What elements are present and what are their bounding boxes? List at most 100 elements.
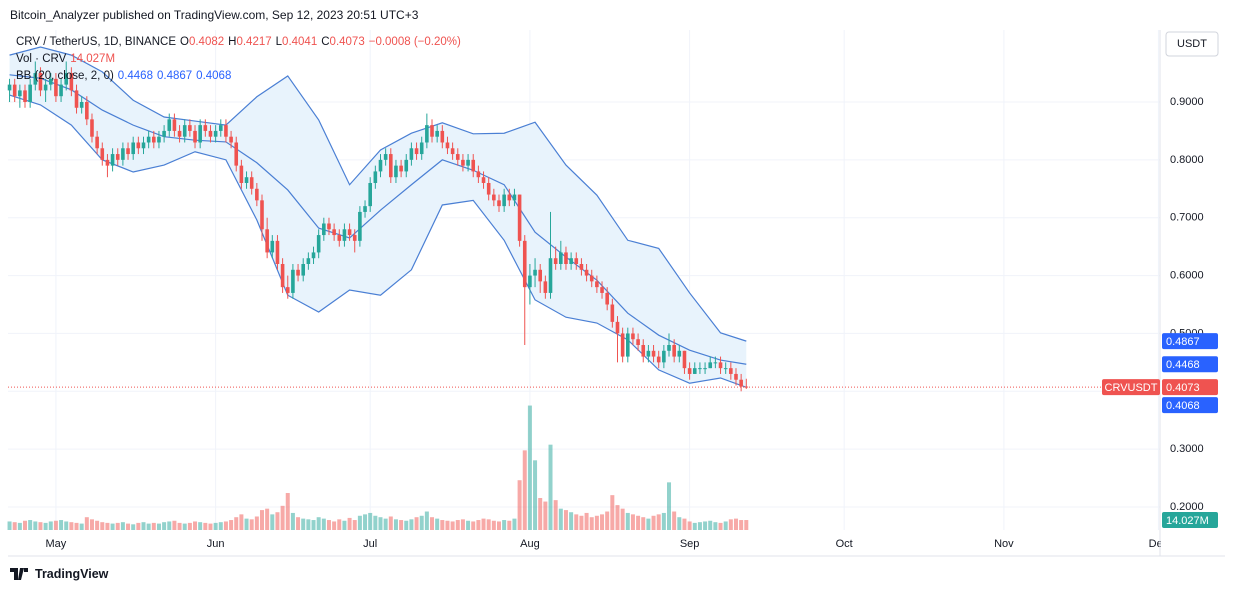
candle-body xyxy=(404,159,409,172)
candle-body xyxy=(126,148,130,155)
x-tick-label: Dec xyxy=(1149,538,1169,550)
volume-bar xyxy=(393,519,398,530)
volume-bar xyxy=(718,522,723,530)
volume-bar xyxy=(141,522,146,530)
candle-body xyxy=(646,350,651,357)
volume-bar xyxy=(615,505,620,530)
volume-bar xyxy=(594,515,599,530)
candle-body xyxy=(23,90,27,102)
volume-bar xyxy=(74,522,79,530)
volume-bar xyxy=(38,522,43,530)
y-tick-label: 0.3000 xyxy=(1170,443,1204,455)
volume-bar xyxy=(17,522,22,530)
candle-body xyxy=(234,142,239,166)
candle-body xyxy=(260,200,264,230)
volume-bar xyxy=(502,520,507,530)
volume-bar xyxy=(187,522,192,530)
currency-box[interactable] xyxy=(1165,31,1219,57)
candle-body xyxy=(172,119,177,131)
volume-bar xyxy=(223,521,228,530)
volume-bar xyxy=(198,522,203,530)
volume-bar xyxy=(548,444,553,530)
candle-body xyxy=(301,264,306,276)
volume-bar xyxy=(646,518,651,530)
volume-bar xyxy=(630,514,635,530)
candle-body xyxy=(559,252,563,265)
volume-bar xyxy=(605,511,610,530)
candle-body xyxy=(64,73,69,85)
candle-body xyxy=(105,159,110,166)
volume-bar xyxy=(569,512,574,530)
volume-bar xyxy=(641,517,646,530)
candle-body xyxy=(337,235,342,241)
candle-body xyxy=(177,130,182,137)
h-value: 0.4217 xyxy=(236,36,272,48)
candle-body xyxy=(358,211,362,241)
candle-body xyxy=(625,333,630,357)
candle-body xyxy=(450,148,455,155)
volume-bar xyxy=(332,521,337,530)
volume-bar xyxy=(357,515,362,530)
bb-line xyxy=(9,74,747,365)
l-value: 0.4041 xyxy=(282,36,318,48)
volume-bar xyxy=(239,514,244,530)
candle-body xyxy=(425,125,429,143)
volume-bar xyxy=(481,518,486,530)
candle-body xyxy=(218,125,223,131)
volume-title: Vol · CRV xyxy=(16,53,67,65)
volume-bar xyxy=(651,515,656,530)
volume-bar xyxy=(352,520,357,530)
volume-bar xyxy=(203,522,208,530)
candle-body xyxy=(667,345,671,351)
candle-body xyxy=(430,125,434,137)
candle-body xyxy=(255,188,259,201)
volume-bar xyxy=(193,521,198,530)
candle-body xyxy=(322,223,326,236)
candle-body xyxy=(18,90,22,97)
candle-body xyxy=(486,182,491,195)
candle-body xyxy=(440,130,445,143)
bb-title: BB (20, close, 2, 0) xyxy=(16,70,114,82)
candle-body xyxy=(471,159,476,172)
candle-body xyxy=(249,177,254,189)
volume-bar xyxy=(177,522,182,530)
candle-body xyxy=(285,287,290,293)
candle-body xyxy=(708,362,713,369)
candle-body xyxy=(703,368,707,370)
logo xyxy=(10,568,28,580)
candle-body xyxy=(682,350,687,369)
change: −0.0008 (−0.20%) xyxy=(368,36,461,48)
volume-bar xyxy=(579,515,584,530)
volume-bar xyxy=(507,520,512,530)
price-tag-box xyxy=(1162,356,1218,373)
volume-bar xyxy=(445,520,450,530)
volume-bar xyxy=(120,522,125,530)
x-tick-label: Nov xyxy=(994,538,1014,550)
candle-body xyxy=(332,229,336,236)
volume-bar xyxy=(115,522,120,530)
volume-bar xyxy=(677,517,682,530)
candle-body xyxy=(157,136,161,143)
volume-bar xyxy=(486,519,491,530)
candle-body xyxy=(59,84,63,97)
volume-bar xyxy=(136,522,141,530)
candle-body xyxy=(399,165,403,172)
volume-bar xyxy=(378,517,383,530)
candle-body xyxy=(713,362,718,364)
volume-bar xyxy=(414,517,419,530)
candle-body xyxy=(43,84,48,91)
c-label: C xyxy=(321,36,330,48)
volume-bar xyxy=(89,519,94,530)
volume-bar xyxy=(713,522,718,530)
candle-body xyxy=(373,171,378,183)
volume-bar xyxy=(285,493,290,530)
volume-bar xyxy=(151,522,156,530)
candle-body xyxy=(131,142,135,155)
volume-bar xyxy=(466,520,471,530)
candle-body xyxy=(543,281,548,293)
volume-bar xyxy=(625,512,630,530)
candle-body xyxy=(517,194,522,241)
volume-bar xyxy=(84,517,89,530)
volume-bar xyxy=(79,523,84,530)
legend-volume: Vol · CRV 14.027M xyxy=(16,53,115,65)
